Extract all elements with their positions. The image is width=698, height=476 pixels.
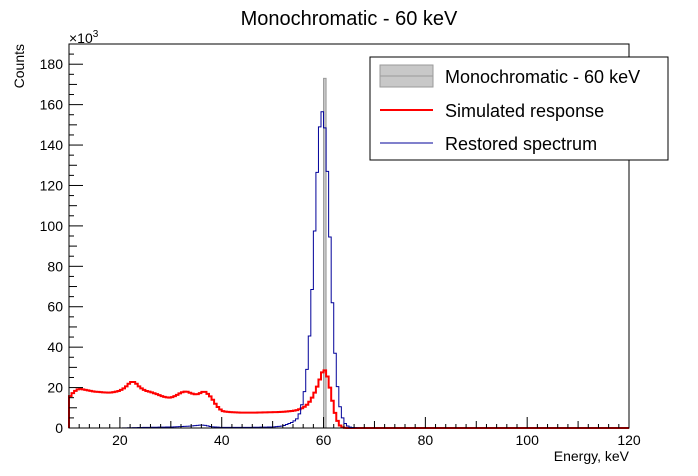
y-tick-label: 180 bbox=[40, 56, 64, 72]
x-tick-label: 40 bbox=[214, 432, 230, 448]
y-tick-label: 160 bbox=[40, 97, 64, 113]
y-tick-label: 40 bbox=[47, 339, 63, 355]
x-axis-label: Energy, keV bbox=[554, 448, 630, 464]
legend: Monochromatic - 60 keV Simulated respons… bbox=[369, 56, 669, 161]
x-tick-label: 80 bbox=[418, 432, 434, 448]
y-axis-label: Counts bbox=[11, 44, 27, 88]
x-tick-label: 120 bbox=[617, 432, 641, 448]
legend-label-monochromatic: Monochromatic - 60 keV bbox=[445, 67, 640, 87]
x-tick-label: 100 bbox=[516, 432, 540, 448]
chart-title: Monochromatic - 60 keV bbox=[241, 8, 458, 30]
y-tick-label: 140 bbox=[40, 137, 64, 153]
y-tick-label: 0 bbox=[55, 420, 63, 436]
y-tick-label: 100 bbox=[40, 218, 64, 234]
y-tick-label: 60 bbox=[47, 299, 63, 315]
y-tick-label: 20 bbox=[47, 380, 63, 396]
x-tick-label: 60 bbox=[316, 432, 332, 448]
y-multiplier: ×103 bbox=[69, 29, 99, 46]
legend-label-simulated: Simulated response bbox=[445, 101, 604, 121]
y-multiplier-exponent: 3 bbox=[93, 29, 99, 40]
y-multiplier-base: ×10 bbox=[69, 30, 93, 46]
y-tick-label: 80 bbox=[47, 258, 63, 274]
axis-layer: 20 40 60 80 100 120 0 20 40 60 80 100 120 140 160 180 bbox=[40, 43, 641, 448]
legend-label-restored: Restored spectrum bbox=[445, 134, 597, 154]
x-tick-label: 20 bbox=[112, 432, 128, 448]
y-tick-label: 120 bbox=[40, 177, 64, 193]
